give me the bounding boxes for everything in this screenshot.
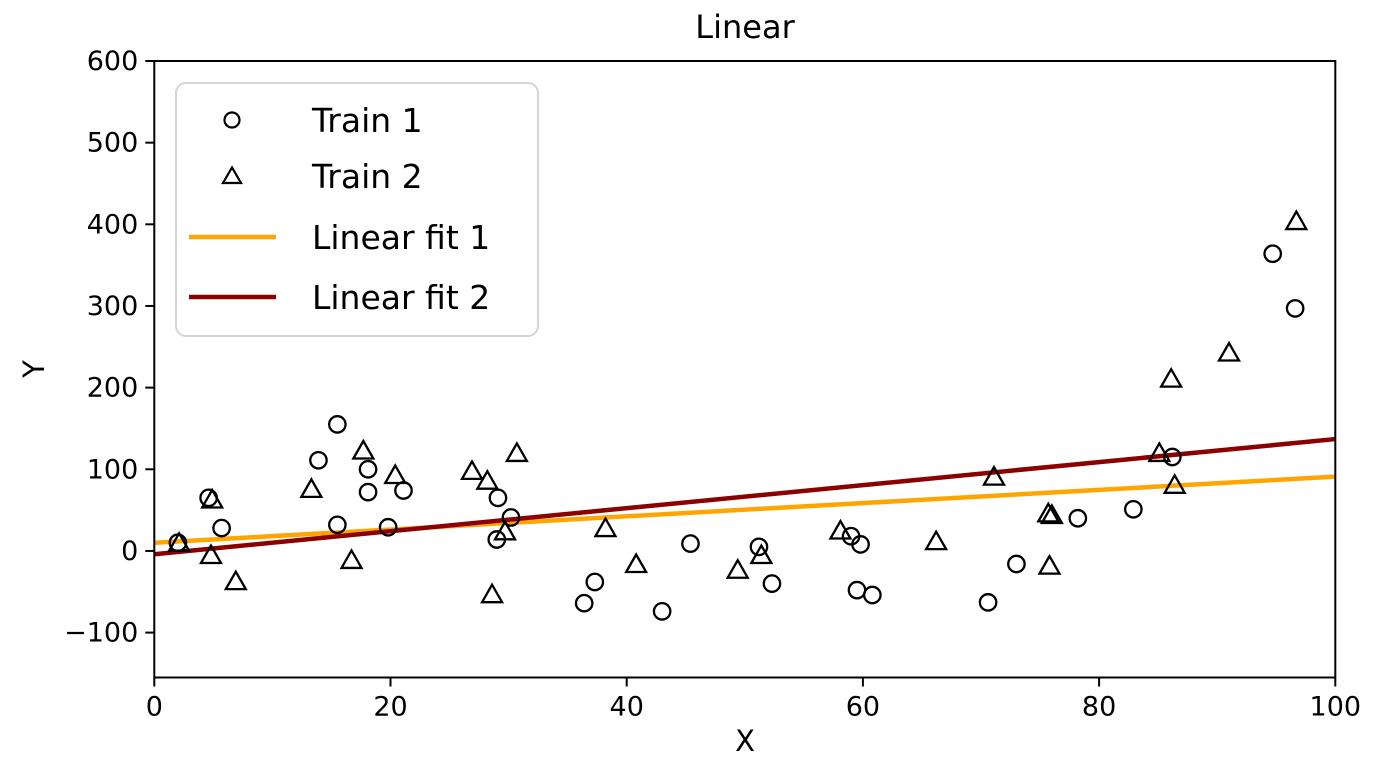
train1-point: [749, 537, 769, 557]
train2-point: [1037, 553, 1062, 575]
train2-point: [749, 543, 774, 565]
train1-point: [328, 515, 347, 535]
train2-point: [725, 557, 750, 579]
train2-point: [982, 464, 1006, 486]
train2-point: [351, 438, 376, 460]
y-tick-label: 600: [87, 46, 139, 77]
train1-point: [328, 415, 347, 434]
legend-entry-label: Linear fit 2: [312, 278, 490, 317]
train2-point: [1217, 340, 1241, 362]
train2-point: [383, 463, 408, 485]
train2-point: [339, 548, 364, 570]
train1-point: [309, 450, 328, 470]
train1-point: [501, 508, 521, 527]
train1-point: [1007, 554, 1026, 574]
train1-point: [358, 482, 378, 502]
train2-point: [1159, 366, 1184, 388]
train1-point: [1285, 299, 1305, 318]
train1-point: [212, 518, 231, 538]
train1-point: [378, 517, 398, 537]
y-tick-label: 100: [87, 454, 139, 485]
legend-triangle-marker: [221, 165, 243, 185]
x-tick-label: 0: [146, 692, 163, 723]
train2-point: [480, 582, 505, 604]
train2-point: [504, 441, 529, 463]
train2-point: [475, 468, 500, 490]
train1-point: [978, 593, 998, 612]
legend-circle-marker: [223, 111, 241, 129]
train1-point: [1263, 244, 1283, 264]
train1-point: [1162, 447, 1182, 467]
legend-entry-label: Linear fit 1: [312, 218, 490, 257]
train2-point: [299, 477, 324, 499]
train1-point: [762, 574, 782, 593]
train1-point: [1123, 499, 1143, 519]
train1-point: [862, 585, 882, 605]
train2-point: [828, 518, 853, 540]
train2-point: [1162, 472, 1187, 494]
legend-entry-label: Train 1: [311, 101, 423, 140]
train2-point: [1147, 441, 1172, 463]
y-tick-label: −100: [64, 618, 138, 649]
linear-fit-1-line: [154, 474, 1336, 546]
y-axis-label: Y: [17, 360, 51, 379]
x-axis-label: X: [735, 724, 755, 758]
scatter-markers-layer: [167, 209, 1309, 621]
x-tick-label: 80: [1082, 692, 1116, 723]
train2-point: [1039, 503, 1064, 525]
train1-point: [681, 534, 700, 553]
train2-point: [924, 529, 949, 551]
x-tick-label: 100: [1310, 692, 1362, 723]
train2-point: [1284, 209, 1309, 231]
x-tick-label: 20: [373, 692, 407, 723]
train1-point: [488, 488, 508, 508]
train2-point: [460, 459, 484, 481]
train2-point: [167, 530, 192, 552]
chart-title: Linear: [695, 8, 795, 46]
axes-layer: 0 20 40 60 80 100 −100 0 100 200 300 400 500 600: [64, 46, 1361, 723]
train1-point: [851, 535, 870, 554]
train1-point: [574, 593, 594, 613]
train2-point: [593, 516, 618, 538]
fit-lines-layer: [154, 436, 1336, 557]
train2-point: [200, 487, 225, 509]
train2-point: [624, 552, 649, 574]
train1-point: [652, 602, 672, 621]
y-tick-label: 200: [87, 373, 139, 404]
train2-point: [223, 569, 248, 591]
train2-point: [1036, 501, 1061, 523]
linear-fit-2-line: [154, 436, 1336, 557]
legend: Train 1 Train 2 Linear fit 1 Linear fit 2: [175, 82, 539, 337]
train1-point: [358, 459, 378, 479]
plot-border: [153, 60, 1337, 679]
train2-point: [199, 543, 223, 565]
train1-point: [585, 572, 605, 592]
x-tick-label: 40: [610, 692, 644, 723]
legend-frame: [175, 82, 539, 337]
y-tick-label: 400: [87, 209, 139, 240]
train1-point: [847, 580, 867, 600]
train1-point: [1068, 508, 1088, 528]
y-tick-label: 0: [121, 536, 138, 567]
x-tick-label: 60: [846, 692, 880, 723]
train2-point: [493, 519, 518, 541]
y-tick-label: 300: [87, 291, 139, 322]
train1-point: [394, 481, 413, 500]
y-tick-label: 500: [87, 128, 139, 159]
legend-entry-label: Train 2: [311, 157, 423, 196]
